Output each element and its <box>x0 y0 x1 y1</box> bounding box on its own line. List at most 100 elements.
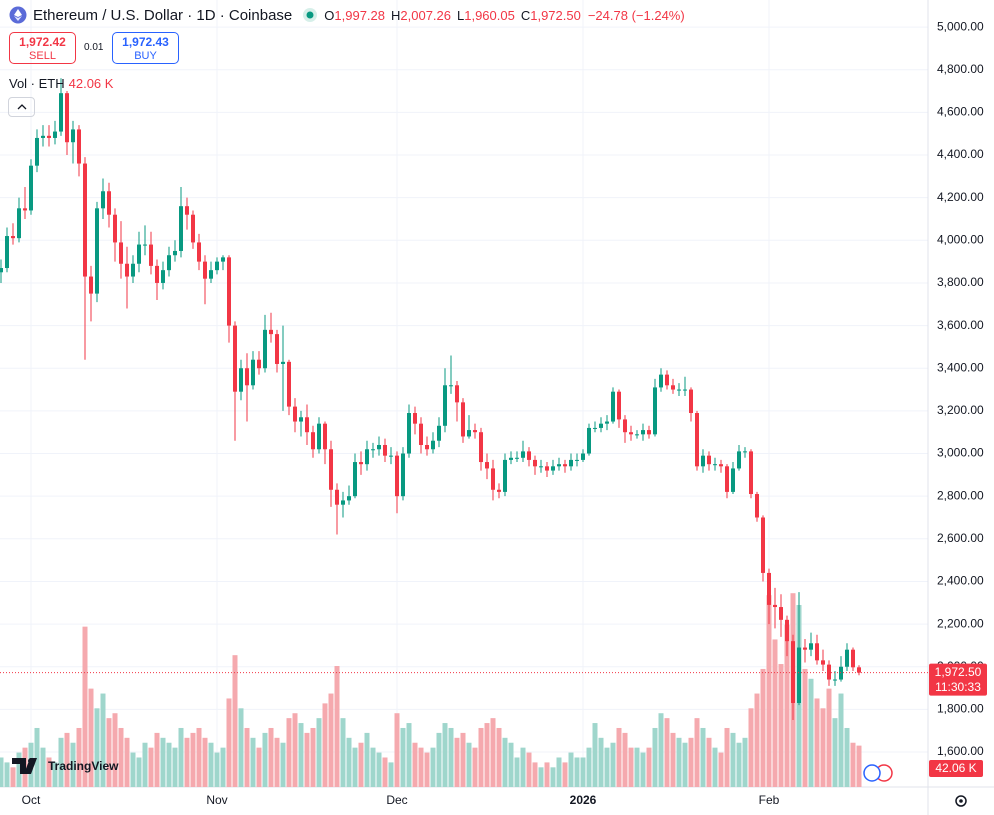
candle-body <box>485 462 489 469</box>
candle-body <box>383 444 387 456</box>
volume-bar <box>310 727 316 787</box>
candle-body <box>467 430 471 437</box>
candle-body <box>377 444 381 450</box>
candle-body <box>209 270 213 279</box>
sell-price: 1,972.42 <box>19 35 66 49</box>
candle-body <box>77 129 81 164</box>
candle-body <box>539 466 543 468</box>
volume-bar <box>70 742 76 787</box>
volume-bar <box>766 595 772 787</box>
volume-bar <box>184 737 190 787</box>
candle-body <box>761 517 765 573</box>
price-tag <box>929 663 987 696</box>
candle-body <box>563 464 567 467</box>
candle-body <box>689 389 693 414</box>
volume-bar <box>580 757 586 787</box>
volume-bar <box>814 698 820 787</box>
candle-body <box>443 385 447 426</box>
volume-bar <box>448 727 454 787</box>
volume-bar <box>676 737 682 787</box>
volume-bar <box>664 718 670 787</box>
candle-body <box>47 135 51 138</box>
y-tick-label: 3,200.00 <box>937 403 984 417</box>
candle-body <box>239 368 243 392</box>
volume-bar <box>172 747 178 787</box>
volume-bar <box>634 747 640 787</box>
candle-body <box>149 244 153 266</box>
ohlc-value: 1,972.50 <box>530 7 581 23</box>
volume-bar <box>58 737 64 787</box>
candle-body <box>557 464 561 467</box>
volume-bar <box>88 688 94 787</box>
candle-body <box>857 667 861 673</box>
volume-bar <box>400 727 406 787</box>
volume-bar <box>490 718 496 787</box>
volume-bar <box>316 718 322 787</box>
volume-bar <box>142 742 148 787</box>
candle-body <box>233 325 237 392</box>
candle-body <box>725 466 729 492</box>
candle-body <box>215 261 219 271</box>
volume-bar <box>76 727 82 787</box>
volume-bar <box>388 762 394 787</box>
volume-bar <box>292 713 298 787</box>
candle-body <box>719 464 723 467</box>
candle-body <box>125 263 129 277</box>
volume-bar <box>364 732 370 787</box>
volume-bar <box>508 742 514 787</box>
volume-bar <box>592 723 598 787</box>
volume-bar <box>94 708 100 787</box>
candle-body <box>737 451 741 469</box>
eth-icon <box>9 6 27 24</box>
flag-icon <box>863 764 881 782</box>
volume-bar <box>724 727 730 787</box>
volume-bar <box>670 732 676 787</box>
volume-bar <box>280 742 286 787</box>
volume-bar <box>526 752 532 787</box>
volume-bar <box>160 737 166 787</box>
volume-bar <box>442 723 448 787</box>
candle-body <box>659 374 663 388</box>
volume-bar <box>604 747 610 787</box>
candle-body <box>701 455 705 467</box>
candle-body <box>587 427 591 454</box>
y-tick-label: 2,600.00 <box>937 531 984 545</box>
volume-bar <box>802 668 808 787</box>
volume-bar <box>64 732 70 787</box>
volume-bar <box>550 767 556 787</box>
candle-body <box>41 135 45 138</box>
candle-body <box>845 649 849 667</box>
volume-bar <box>760 668 766 787</box>
x-tick-label: Feb <box>759 793 780 807</box>
candle-body <box>521 451 525 458</box>
volume-bar <box>304 732 310 787</box>
volume-bar <box>100 693 106 787</box>
volume-bar <box>340 718 346 787</box>
volume-bar <box>322 703 328 787</box>
volume-bar <box>418 747 424 787</box>
spread: 0.01 <box>84 42 104 53</box>
volume-bar <box>832 718 838 787</box>
candle-body <box>473 430 477 433</box>
candle-body <box>743 451 747 453</box>
candle-body <box>179 206 183 251</box>
y-tick-label: 5,000.00 <box>937 19 984 33</box>
candle-body <box>821 660 825 665</box>
volume-bar <box>706 737 712 787</box>
volume-bar <box>454 737 460 787</box>
y-tick-label: 3,000.00 <box>937 446 984 460</box>
ohlc-value: 1,997.28 <box>334 7 385 23</box>
candle-body <box>593 427 597 429</box>
volume-bar <box>622 732 628 787</box>
buy-button[interactable]: 1,972.43 BUY <box>112 32 179 64</box>
candle-body <box>131 263 135 277</box>
volume-bar <box>334 665 340 787</box>
candle-body <box>551 466 555 471</box>
sell-button[interactable]: 1,972.42 SELL <box>9 32 76 64</box>
candle-body <box>71 129 75 143</box>
candle-body <box>167 255 171 271</box>
candle-body <box>641 430 645 435</box>
collapse-button[interactable] <box>8 97 35 117</box>
candle-body <box>827 664 831 680</box>
